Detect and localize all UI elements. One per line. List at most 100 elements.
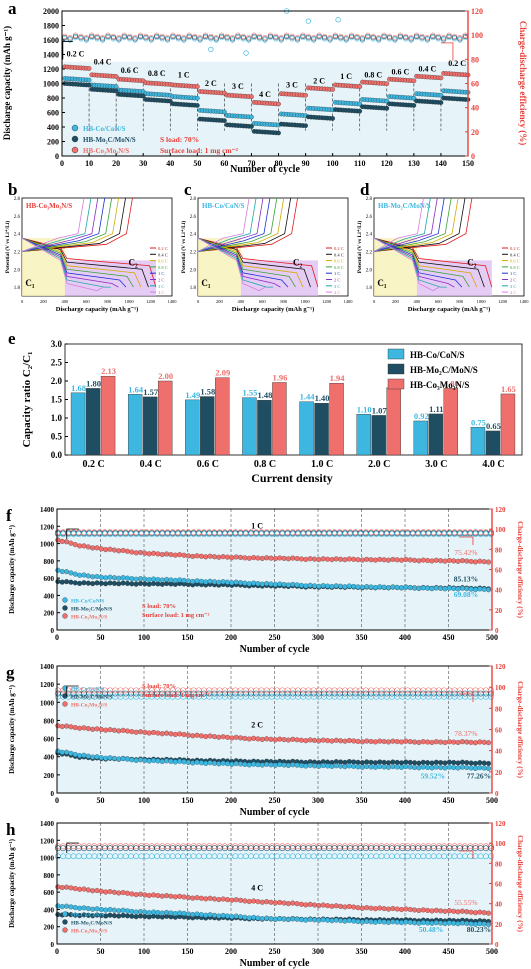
data-point (285, 582, 291, 588)
data-point (320, 583, 326, 589)
data-point (172, 552, 178, 558)
plot-bg-band (62, 61, 468, 156)
data-point (320, 902, 326, 908)
data-point (357, 108, 363, 114)
data-point (85, 726, 91, 732)
x-tick-label: 100 (138, 796, 150, 805)
data-point (68, 885, 74, 891)
data-point (194, 95, 200, 101)
bar-value-label: 1.80 (444, 378, 459, 388)
y-axis-title: Discharge capacity (mAh g⁻¹) (2, 26, 12, 140)
x-tick-label: 200 (225, 633, 237, 642)
panel-label: e (8, 329, 16, 348)
bar (257, 400, 272, 456)
efficiency-point (488, 693, 495, 700)
efficiency-point (488, 845, 495, 852)
y2-tick-label: 80 (471, 55, 479, 64)
data-point (364, 738, 370, 744)
efficiency-point (273, 34, 279, 41)
data-point (303, 92, 308, 98)
panel-label: c (184, 180, 192, 199)
charge-curve (21, 197, 106, 252)
legend-label: HB-Co/CoN/S (410, 350, 465, 360)
data-point (316, 557, 322, 563)
data-point (116, 890, 122, 896)
data-point (451, 920, 457, 926)
data-point (129, 549, 135, 555)
data-point (377, 584, 383, 590)
charge-curve (21, 197, 85, 252)
x-tick-label: 0 (55, 633, 59, 642)
y-tick-label: 2.0 (14, 268, 21, 273)
data-point (94, 906, 100, 912)
data-point (185, 553, 191, 559)
data-point (290, 916, 296, 922)
data-point (381, 764, 387, 770)
data-point (103, 575, 109, 581)
data-point (403, 759, 409, 765)
efficiency-point (446, 33, 452, 39)
x-axis-title: Number of cycle (240, 958, 310, 969)
data-point (446, 739, 452, 745)
data-point (307, 762, 313, 768)
rate-label: 3 C (286, 81, 298, 90)
data-point (120, 907, 126, 913)
data-point (137, 549, 144, 555)
data-point (294, 916, 300, 922)
efficiency-point (181, 36, 187, 42)
y2-tick-label: 120 (495, 820, 506, 828)
efficiency-point (132, 36, 138, 42)
y-tick-label: 1200 (40, 681, 55, 689)
y-tick-label: 600 (44, 889, 55, 897)
y-tick-label: 2.6 (14, 215, 21, 220)
data-point (133, 909, 139, 915)
data-point (242, 555, 248, 561)
data-point (137, 757, 144, 763)
legend-label: 0.2 C (158, 246, 168, 251)
y-tick-label: 0.0 (51, 450, 63, 460)
x-tick-label: 200 (40, 299, 48, 304)
data-point (385, 585, 391, 591)
x-tick-label: 1200 (146, 299, 156, 304)
data-point (107, 907, 113, 913)
y-tick-label: 3.0 (51, 339, 63, 349)
data-point (111, 575, 117, 581)
y-tick-label: 800 (44, 872, 55, 880)
x-tick-label: 200 (225, 947, 237, 956)
discharge-curve (197, 237, 281, 288)
efficiency-point (376, 36, 382, 42)
data-point (194, 732, 200, 738)
data-point (364, 763, 370, 770)
data-point (137, 891, 144, 897)
data-point (355, 759, 361, 765)
note-s-load: S load: 70% (142, 683, 176, 690)
data-point (268, 736, 274, 742)
y2-tick-label: 0 (495, 790, 499, 798)
data-point (277, 581, 283, 587)
data-point (420, 585, 426, 591)
data-point (55, 578, 61, 585)
data-point (220, 734, 226, 740)
data-point (111, 755, 117, 761)
x-axis-title: Discharge capacity (mAh g⁻¹) (408, 306, 490, 313)
data-point (155, 758, 161, 764)
efficiency-point (213, 36, 219, 42)
panel-label: f (6, 506, 12, 525)
x-tick-label: 100 (327, 159, 339, 168)
data-point (203, 554, 209, 560)
data-point (325, 583, 331, 589)
data-point (181, 894, 187, 900)
x-tick-label: 200 (216, 299, 224, 304)
data-point (442, 558, 448, 564)
label-c2: C₂ (467, 258, 476, 268)
data-point (303, 763, 309, 769)
data-point (194, 84, 200, 89)
y-axis-title: Discharge capacity (mAh g⁻¹) (8, 684, 16, 773)
retention-label: 50.48% (419, 925, 443, 934)
data-point (164, 576, 170, 582)
data-point (129, 913, 135, 919)
data-point (222, 118, 227, 124)
data-point (90, 888, 96, 894)
data-point (86, 82, 92, 88)
data-point (64, 723, 70, 729)
